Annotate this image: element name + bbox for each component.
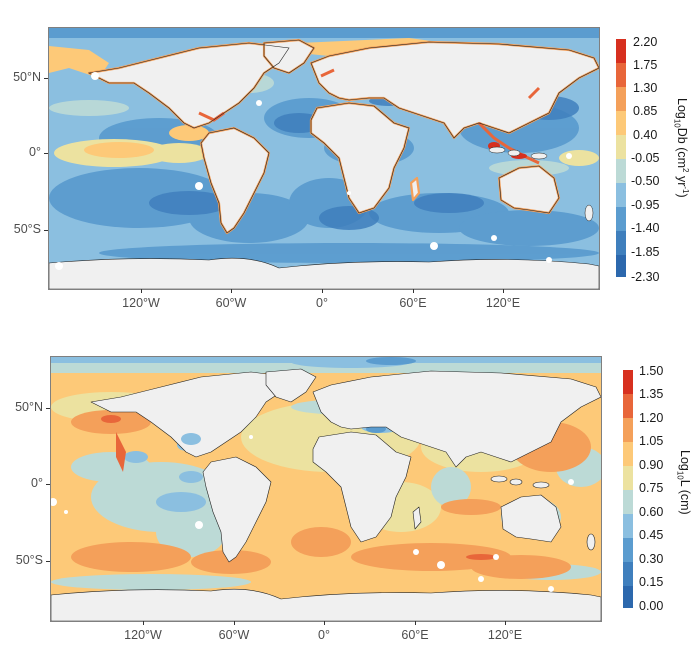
colorbar-bin — [616, 255, 626, 277]
x-tick-120e: 120°E — [487, 628, 523, 642]
x-tick-mark — [415, 621, 416, 625]
y-tick-50n: 50°N — [13, 70, 41, 84]
colorbar-tick: 0.85 — [633, 104, 658, 118]
map-l-canvas — [51, 357, 601, 621]
colorbar-bin — [616, 135, 626, 159]
colorbar-bin — [623, 514, 633, 538]
colorbar-tick: 0.45 — [639, 528, 664, 542]
colorbar-tick: 0.15 — [639, 575, 664, 589]
colorbar-bin — [616, 207, 626, 231]
title-main: L (cm) — [678, 479, 692, 515]
colorbar-tick: 1.20 — [639, 411, 664, 425]
colorbar-tick: -1.40 — [631, 221, 660, 235]
y-tick-mark — [44, 78, 48, 79]
title-log: Log — [678, 450, 692, 471]
x-tick-mark — [322, 289, 323, 293]
colorbar-tick: 0.90 — [639, 458, 664, 472]
colorbar-l — [623, 370, 633, 608]
colorbar-tick: 1.05 — [639, 434, 664, 448]
colorbar-tick: 2.20 — [633, 35, 658, 49]
colorbar-tick: 1.50 — [639, 364, 664, 378]
y-tick-mark — [46, 484, 50, 485]
x-tick-120e: 120°E — [485, 296, 521, 310]
map-l — [50, 356, 602, 622]
colorbar-tick: 0.75 — [639, 481, 664, 495]
title-sub: 10 — [675, 470, 685, 480]
colorbar-tick: 1.30 — [633, 81, 658, 95]
colorbar-tick: -2.30 — [631, 270, 660, 284]
y-tick-mark — [44, 230, 48, 231]
y-tick-0: 0° — [31, 476, 43, 490]
colorbar-title-l: Log10L (cm) — [676, 450, 693, 515]
x-tick-mark — [324, 621, 325, 625]
colorbar-tick: -1.85 — [631, 245, 660, 259]
y-tick-mark — [44, 153, 48, 154]
map-db — [48, 27, 600, 290]
x-tick-0: 0° — [318, 628, 330, 642]
x-tick-60e: 60°E — [401, 628, 429, 642]
x-tick-mark — [141, 289, 142, 293]
x-tick-120w: 120°W — [124, 628, 162, 642]
y-tick-50s: 50°S — [13, 222, 41, 236]
x-tick-mark — [143, 621, 144, 625]
colorbar-bin — [623, 562, 633, 586]
x-tick-mark — [503, 289, 504, 293]
colorbar-bin — [623, 538, 633, 562]
colorbar-bin — [616, 111, 626, 135]
x-tick-60w: 60°W — [218, 628, 250, 642]
colorbar-tick: 0.30 — [639, 552, 664, 566]
x-tick-mark — [234, 621, 235, 625]
colorbar-bin — [616, 39, 626, 63]
colorbar-tick: 0.60 — [639, 505, 664, 519]
y-tick-mark — [46, 561, 50, 562]
panel-db-map: 50°N 0° 50°S 120°W 60°W 0° 60°E 120°E 2.… — [0, 0, 700, 330]
colorbar-bin — [623, 586, 633, 608]
x-tick-mark — [413, 289, 414, 293]
colorbar-tick: 1.75 — [633, 58, 658, 72]
colorbar-tick: 0.00 — [639, 599, 664, 613]
colorbar-tick: -0.50 — [631, 174, 660, 188]
colorbar-tick: -0.95 — [631, 198, 660, 212]
y-tick-mark — [46, 408, 50, 409]
x-tick-mark — [231, 289, 232, 293]
x-tick-0: 0° — [316, 296, 328, 310]
colorbar-bin — [623, 418, 633, 442]
colorbar-bin — [616, 231, 626, 255]
y-tick-50s: 50°S — [15, 553, 43, 567]
x-tick-120w: 120°W — [122, 296, 160, 310]
colorbar-tick: -0.05 — [631, 151, 660, 165]
x-tick-mark — [505, 621, 506, 625]
map-db-canvas — [49, 28, 599, 289]
colorbar-bin — [623, 370, 633, 394]
x-tick-60w: 60°W — [215, 296, 247, 310]
colorbar-bin — [616, 63, 626, 87]
colorbar-tick: 1.35 — [639, 387, 664, 401]
colorbar-bin — [616, 159, 626, 183]
colorbar-bin — [623, 490, 633, 514]
colorbar-tick: 0.40 — [633, 128, 658, 142]
colorbar-bin — [623, 394, 633, 418]
colorbar-db — [616, 39, 626, 277]
colorbar-bin — [623, 442, 633, 466]
y-tick-0: 0° — [29, 145, 41, 159]
colorbar-bin — [623, 466, 633, 490]
x-tick-60e: 60°E — [399, 296, 427, 310]
y-tick-50n: 50°N — [15, 400, 43, 414]
colorbar-bin — [616, 183, 626, 207]
colorbar-bin — [616, 87, 626, 111]
